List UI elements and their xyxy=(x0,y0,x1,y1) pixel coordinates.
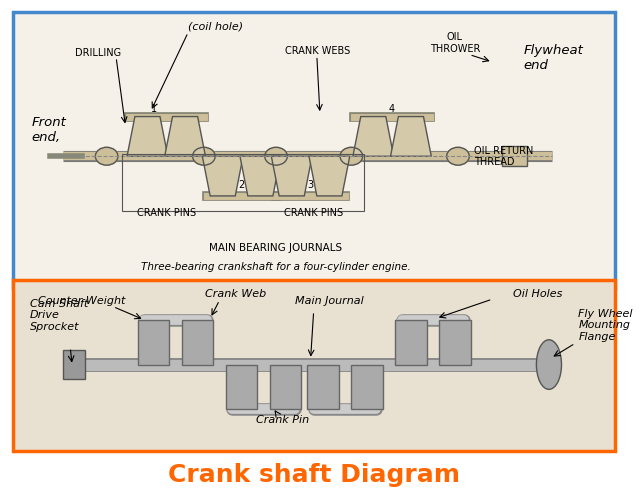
Ellipse shape xyxy=(536,340,561,389)
Bar xyxy=(122,154,364,211)
Polygon shape xyxy=(127,117,168,156)
Polygon shape xyxy=(271,156,312,196)
Circle shape xyxy=(340,147,363,165)
Polygon shape xyxy=(226,365,257,409)
Text: CRANK PINS: CRANK PINS xyxy=(284,208,343,218)
Text: DRILLING: DRILLING xyxy=(75,48,122,58)
Circle shape xyxy=(95,147,118,165)
FancyBboxPatch shape xyxy=(13,280,615,451)
Text: Front
end,: Front end, xyxy=(32,117,66,144)
Bar xyxy=(502,146,527,166)
Text: Flywheat
end: Flywheat end xyxy=(524,45,584,72)
Polygon shape xyxy=(309,156,350,196)
Text: (coil hole): (coil hole) xyxy=(188,22,243,32)
Text: Crank Pin: Crank Pin xyxy=(256,415,309,425)
Text: Oil Holes: Oil Holes xyxy=(513,289,563,299)
Text: Cam Shaft
Drive
Sprocket: Cam Shaft Drive Sprocket xyxy=(30,299,88,332)
FancyBboxPatch shape xyxy=(13,12,615,288)
Text: 3: 3 xyxy=(307,181,314,190)
Circle shape xyxy=(447,147,469,165)
Polygon shape xyxy=(240,156,281,196)
Polygon shape xyxy=(270,365,301,409)
Text: Counter Weight: Counter Weight xyxy=(38,296,125,306)
Polygon shape xyxy=(182,320,213,365)
Polygon shape xyxy=(138,320,169,365)
Text: Fly Wheel
Mounting
Flange: Fly Wheel Mounting Flange xyxy=(579,309,633,342)
Polygon shape xyxy=(395,320,426,365)
Polygon shape xyxy=(439,320,471,365)
Polygon shape xyxy=(203,156,243,196)
Circle shape xyxy=(193,147,215,165)
Text: CRANK PINS: CRANK PINS xyxy=(137,208,196,218)
Text: 4: 4 xyxy=(389,104,395,114)
Text: Crank Web: Crank Web xyxy=(204,289,266,299)
Text: Three-bearing crankshaft for a four-cylinder engine.: Three-bearing crankshaft for a four-cyli… xyxy=(141,262,411,272)
Polygon shape xyxy=(307,365,339,409)
Text: 1: 1 xyxy=(150,104,157,114)
Text: MAIN BEARING JOURNALS: MAIN BEARING JOURNALS xyxy=(210,244,343,253)
Text: 2: 2 xyxy=(239,181,245,190)
Text: OIL
THROWER: OIL THROWER xyxy=(430,32,480,54)
Polygon shape xyxy=(390,117,431,156)
Polygon shape xyxy=(351,365,383,409)
Polygon shape xyxy=(353,117,394,156)
Polygon shape xyxy=(165,117,206,156)
Text: Crank shaft Diagram: Crank shaft Diagram xyxy=(168,463,460,487)
Text: CRANK WEBS: CRANK WEBS xyxy=(285,46,350,56)
Text: OIL RETURN
THREAD: OIL RETURN THREAD xyxy=(474,145,533,167)
Text: Main Journal: Main Journal xyxy=(295,296,364,306)
Bar xyxy=(63,350,85,379)
Circle shape xyxy=(265,147,287,165)
